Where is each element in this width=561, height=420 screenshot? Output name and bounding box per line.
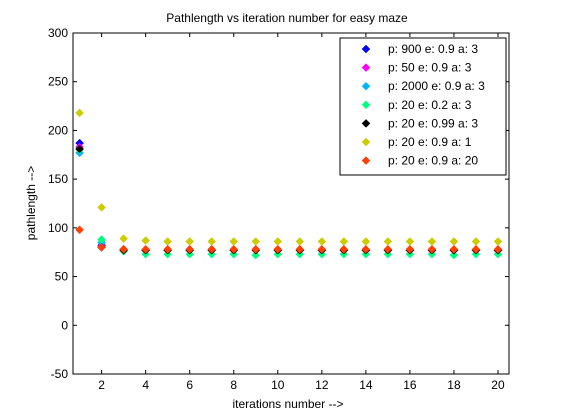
data-point [449,244,459,254]
data-point [185,244,195,254]
legend-marker [361,119,371,128]
x-tick-label: 8 [230,378,237,392]
x-tick-label: 12 [315,378,329,392]
x-tick-label: 18 [447,378,461,392]
x-tick-label: 20 [491,378,505,392]
y-tick-label: 50 [55,270,69,284]
data-point [119,234,129,243]
data-point [75,108,84,118]
data-point [405,244,415,254]
data-point [471,244,481,254]
x-tick-label: 2 [98,378,105,392]
legend-item: p: 20 e: 0.99 a: 3 [361,116,478,130]
data-point [229,244,239,254]
y-axis: -50 0 50 100 150 200 250 300 [48,26,509,381]
legend-label: p: 20 e: 0.2 a: 3 [388,98,472,112]
legend-label: p: 900 e: 0.9 a: 3 [388,42,478,56]
data-point [207,244,217,254]
legend-item: p: 20 e: 0.2 a: 3 [361,98,472,112]
legend-item: p: 20 e: 0.9 a: 1 [361,135,472,149]
y-tick-label: 200 [48,123,68,137]
legend-marker [361,81,371,91]
data-point [383,244,393,254]
legend-label: p: 20 e: 0.9 a: 1 [388,135,472,149]
data-series-layer [75,108,503,260]
data-point [273,244,283,254]
data-point [75,225,84,235]
x-axis: 2 4 6 8 10 12 14 16 18 20 [98,33,505,392]
series-5 [75,108,503,246]
legend-label: p: 2000 e: 0.9 a: 3 [388,79,485,93]
y-tick-label: 250 [48,75,68,89]
y-tick-label: 100 [48,221,68,235]
chart-title: Pathlength vs iteration number for easy … [166,11,408,25]
data-point [141,244,151,254]
legend-marker [361,156,371,165]
data-point [427,244,437,254]
data-point [141,236,151,245]
x-tick-label: 6 [186,378,193,392]
legend-label: p: 50 e: 0.9 a: 3 [388,61,472,75]
legend-item: p: 900 e: 0.9 a: 3 [361,42,478,56]
y-tick-label: 150 [48,172,68,186]
data-point [449,250,459,260]
data-point [317,244,327,254]
x-axis-label: iterations number --> [232,397,343,411]
x-tick-label: 16 [403,378,417,392]
data-point [251,250,261,260]
legend-item: p: 2000 e: 0.9 a: 3 [361,79,485,93]
x-tick-label: 4 [142,378,149,392]
legend-label: p: 20 e: 0.99 a: 3 [388,116,478,130]
legend-item: p: 50 e: 0.9 a: 3 [361,61,472,75]
y-tick-label: 0 [61,318,68,332]
legend-marker [361,137,371,147]
data-point [97,242,106,252]
legend-label: p: 20 e: 0.9 a: 20 [388,154,478,168]
y-tick-label: -50 [51,367,69,381]
data-point [163,244,173,254]
legend-marker [361,44,371,54]
data-point [75,144,84,154]
legend: p: 900 e: 0.9 a: 3 p: 50 e: 0.9 a: 3 p: 20… [339,37,507,176]
x-tick-label: 14 [359,378,373,392]
data-point [251,244,261,254]
y-tick-label: 300 [48,26,68,40]
legend-item: p: 20 e: 0.9 a: 20 [361,154,478,168]
data-point [97,203,106,212]
data-point [119,244,129,254]
data-point [295,244,305,254]
data-point [339,244,349,254]
series-6 [75,225,503,254]
x-tick-label: 10 [271,378,285,392]
data-point [493,244,503,254]
legend-marker [361,63,371,72]
legend-marker [361,100,371,110]
y-axis-label: pathlength --> [24,166,38,240]
data-point [361,244,371,254]
